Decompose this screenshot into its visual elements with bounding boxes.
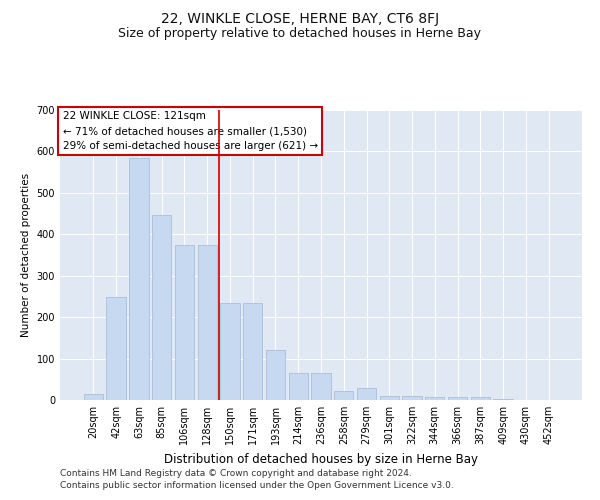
Text: 22 WINKLE CLOSE: 121sqm
← 71% of detached houses are smaller (1,530)
29% of semi: 22 WINKLE CLOSE: 121sqm ← 71% of detache…	[62, 112, 318, 151]
Bar	[357, 388, 376, 400]
Bar	[106, 298, 126, 400]
Bar	[84, 394, 103, 400]
Text: Size of property relative to detached houses in Herne Bay: Size of property relative to detached ho…	[119, 28, 482, 40]
Text: 22, WINKLE CLOSE, HERNE BAY, CT6 8FJ: 22, WINKLE CLOSE, HERNE BAY, CT6 8FJ	[161, 12, 439, 26]
Bar	[470, 396, 490, 400]
Bar	[448, 397, 467, 400]
X-axis label: Distribution of detached houses by size in Herne Bay: Distribution of detached houses by size …	[164, 452, 478, 466]
Bar	[425, 397, 445, 400]
Bar	[152, 215, 172, 400]
Bar	[197, 244, 217, 400]
Bar	[380, 396, 399, 400]
Bar	[311, 373, 331, 400]
Bar	[243, 302, 262, 400]
Bar	[220, 302, 239, 400]
Bar	[266, 350, 285, 400]
Text: Contains HM Land Registry data © Crown copyright and database right 2024.: Contains HM Land Registry data © Crown c…	[60, 468, 412, 477]
Bar	[493, 399, 513, 400]
Bar	[129, 158, 149, 400]
Bar	[289, 373, 308, 400]
Y-axis label: Number of detached properties: Number of detached properties	[21, 173, 31, 337]
Text: Contains public sector information licensed under the Open Government Licence v3: Contains public sector information licen…	[60, 481, 454, 490]
Bar	[334, 391, 353, 400]
Bar	[403, 396, 422, 400]
Bar	[175, 244, 194, 400]
